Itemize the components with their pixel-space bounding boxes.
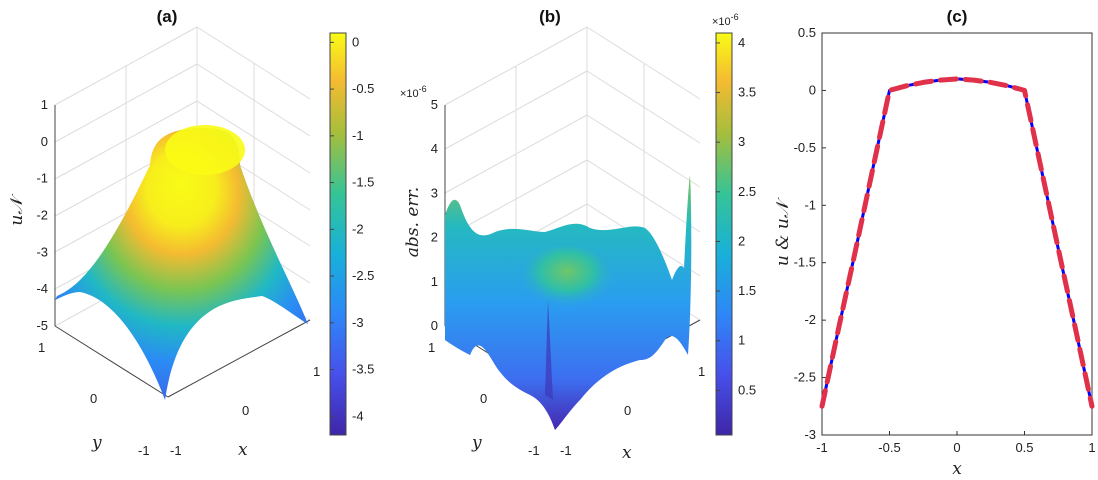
panel-c-xtick-label: -1 (816, 440, 828, 455)
panel-a: (a) -5 -4 -3 -2 -1 0 1 u𝒩 1 0 -1 -1 0 1 (7, 7, 374, 460)
panel-a-ytick-1: 1 (38, 340, 45, 355)
panel-b-xtick-0: 0 (624, 403, 631, 418)
panel-b-title: (b) (539, 7, 561, 26)
panel-b-colorbar-tick-label: 1 (738, 333, 745, 348)
panel-a-colorbar-tick-label: -3 (352, 315, 364, 330)
panel-b-colorbar-tick-label: 2.5 (738, 184, 756, 199)
panel-b-ylabel: y (471, 433, 482, 453)
panel-b-ztick: 4 (431, 141, 438, 156)
panel-c-x-ticks: -1 -0.5 0 0.5 1 (816, 431, 1096, 455)
panel-b-ztick: 3 (431, 185, 438, 200)
panel-c-plot-area (821, 32, 1093, 436)
panel-b-z-ticks: 0 1 2 3 4 5 (431, 97, 438, 333)
panel-a-colorbar-tick-label: -0.5 (352, 81, 374, 96)
panel-a-ytick-0: 0 (90, 391, 97, 406)
panel-c-xtick-label: 0 (953, 440, 960, 455)
panel-b-ytick-1: 1 (428, 340, 435, 355)
panel-c-xtick-label: -0.5 (878, 440, 900, 455)
panel-b-colorbar-tick-label: 0.5 (738, 382, 756, 397)
panel-c-ytick-label: -2.5 (794, 370, 816, 385)
panel-a-ytick-m1: -1 (138, 443, 150, 458)
panel-a-ztick: 1 (41, 97, 48, 112)
panel-a-xtick-0: 0 (242, 403, 249, 418)
panel-c-y-ticks: 0.5 0 -0.5 -1 -1.5 -2 -2.5 -3 (794, 25, 826, 442)
panel-b-xtick-m1: -1 (560, 443, 572, 458)
panel-a-colorbar-tick-label: -2.5 (352, 268, 374, 283)
panel-b-spike (545, 300, 553, 400)
panel-a-colorbar-tick-label: 0 (352, 34, 359, 49)
panel-c-xlabel: x (952, 459, 962, 479)
panel-a-colorbar-tick-label: -1 (352, 128, 364, 143)
panel-b-ztick: 5 (431, 97, 438, 112)
panel-c-ytick-label: 0.5 (798, 25, 816, 40)
panel-c-ytick-label: -2 (804, 312, 816, 327)
panel-a-axes (54, 105, 311, 398)
panel-b-xlabel: x (622, 443, 632, 463)
panel-b-xtick-1: 1 (698, 364, 705, 379)
panel-c-ytick-label: -3 (804, 427, 816, 442)
panel-b-zlabel: abs. err. (403, 187, 423, 257)
panel-b-colorbar-tick-label: 3 (738, 134, 745, 149)
panel-a-ztick: 0 (41, 134, 48, 149)
panel-a-colorbar-tick-label: -2 (352, 221, 364, 236)
panel-a-ztick: -5 (36, 318, 48, 333)
panel-b-center-bump (522, 246, 612, 310)
panel-c-ytick-label: -1.5 (794, 255, 816, 270)
panel-b-colorbar-ticks: 4 3.5 3 2.5 2 1.5 1 0.5 (716, 35, 756, 397)
panel-b-ytick-m1: -1 (528, 443, 540, 458)
panel-a-xtick-m1: -1 (170, 443, 182, 458)
panel-c-title: (c) (947, 7, 968, 26)
panel-a-zlabel: u𝒩 (7, 193, 27, 226)
panel-b-colorbar-exponent: ×10-6 (712, 12, 739, 28)
panel-a-ztick: -4 (36, 281, 48, 296)
panel-a-colorbar (329, 32, 347, 436)
panel-c-series (819, 76, 1095, 409)
panel-b: (b) 0 1 2 3 4 5 ×10-6 abs. err. 1 0 -1 -1 0 1… (400, 7, 756, 463)
panel-b-ztick: 2 (431, 230, 438, 245)
panel-a-surface (55, 128, 308, 400)
panel-a-colorbar-tick-label: -3.5 (352, 362, 374, 377)
panel-b-colorbar-tick-label: 2 (738, 233, 745, 248)
panel-a-ztick: -1 (36, 171, 48, 186)
panel-c-series-1 (819, 76, 1095, 409)
panel-a-colorbar-ticks: 0 -0.5 -1 -1.5 -2 -2.5 -3 -3.5 -4 (330, 34, 374, 423)
panel-b-colorbar-tick-label: 1.5 (738, 283, 756, 298)
panel-b-colorbar-tick-label: 4 (738, 35, 745, 50)
panel-a-ztick: -3 (36, 244, 48, 259)
panel-a-xtick-1: 1 (313, 364, 320, 379)
panel-a-colorbar-tick-label: -4 (352, 408, 364, 423)
panel-c: (c) 0.5 0 -0.5 -1 -1.5 -2 -2.5 -3 -1 -0.5 0 0.5 1 u… (773, 7, 1096, 479)
panel-b-ztick: 1 (431, 274, 438, 289)
panel-c-ylabel: u & u𝒩 (773, 196, 793, 266)
panel-b-ytick-0: 0 (480, 391, 487, 406)
panel-a-ylabel: y (91, 433, 102, 453)
panel-b-colorbar-tick-label: 3.5 (738, 85, 756, 100)
panel-c-xtick-label: 0.5 (1015, 440, 1033, 455)
panel-b-colorbar (715, 32, 733, 436)
panel-b-z-exponent: ×10-6 (400, 84, 427, 100)
panel-a-z-ticks: -5 -4 -3 -2 -1 0 1 (36, 97, 48, 333)
panel-a-title: (a) (157, 7, 178, 26)
panel-a-ztick: -2 (36, 208, 48, 223)
panel-c-ytick-label: -1 (804, 197, 816, 212)
panel-c-xtick-label: 1 (1088, 440, 1095, 455)
panel-c-ytick-label: 0 (809, 82, 816, 97)
panel-b-ztick: 0 (431, 318, 438, 333)
panel-c-ytick-label: -0.5 (794, 140, 816, 155)
panel-a-colorbar-tick-label: -1.5 (352, 175, 374, 190)
panel-a-xlabel: x (238, 440, 248, 460)
panel-a-dome-top (165, 125, 245, 175)
